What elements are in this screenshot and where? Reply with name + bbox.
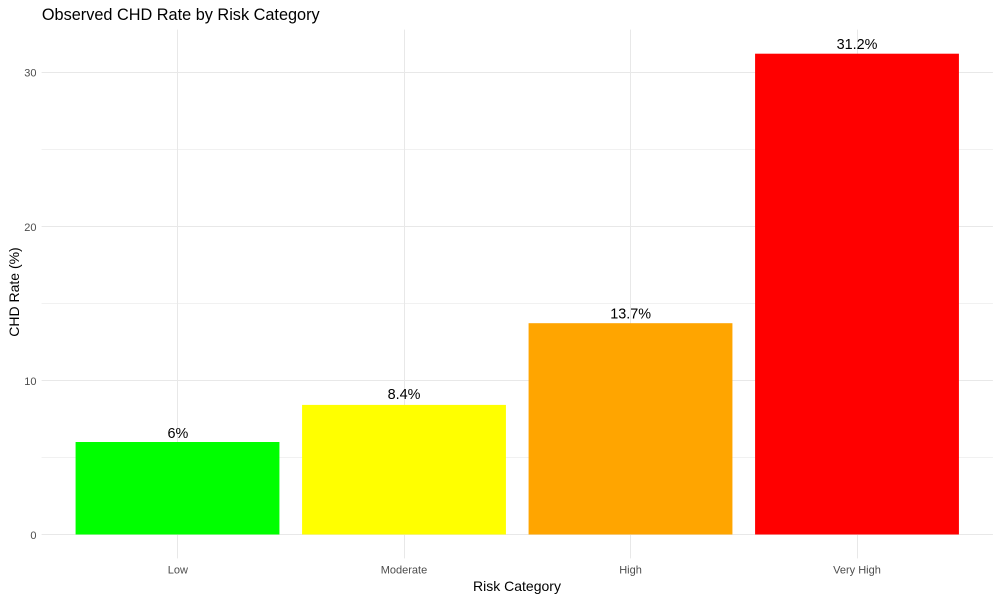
svg-text:20: 20 (24, 222, 36, 234)
svg-text:0: 0 (30, 530, 36, 542)
svg-text:Low: Low (168, 565, 188, 577)
svg-text:Risk Category: Risk Category (473, 578, 561, 594)
svg-text:10: 10 (24, 376, 36, 388)
svg-text:High: High (619, 565, 642, 577)
svg-text:13.7%: 13.7% (610, 306, 651, 322)
svg-text:Very High: Very High (833, 565, 881, 577)
svg-text:CHD Rate (%): CHD Rate (%) (6, 247, 22, 336)
svg-text:Moderate: Moderate (381, 565, 427, 577)
svg-text:8.4%: 8.4% (388, 387, 421, 403)
svg-text:30: 30 (24, 68, 36, 80)
svg-text:6%: 6% (167, 426, 188, 442)
svg-text:Observed CHD Rate by Risk Cate: Observed CHD Rate by Risk Category (42, 6, 321, 24)
svg-text:31.2%: 31.2% (837, 37, 878, 53)
